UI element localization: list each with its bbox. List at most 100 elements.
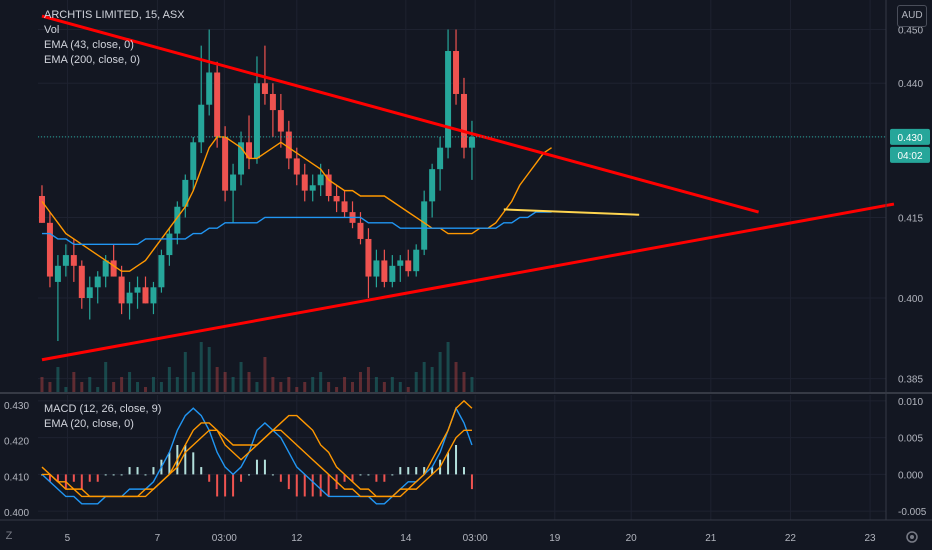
candle-body[interactable] <box>301 174 308 191</box>
candle-body[interactable] <box>126 292 133 304</box>
currency-button[interactable]: AUD <box>897 5 927 27</box>
timezone-icon[interactable]: Z <box>5 530 13 542</box>
volume-bar <box>191 372 195 392</box>
macd-histogram-bar <box>263 459 266 475</box>
ema-200-label[interactable]: EMA (200, close, 0) <box>44 54 140 66</box>
candle-body[interactable] <box>325 174 332 196</box>
volume-bar <box>351 382 355 392</box>
settings-icon[interactable] <box>905 530 919 544</box>
candle-body[interactable] <box>405 260 412 272</box>
macd-histogram-bar <box>423 467 426 475</box>
candle-body[interactable] <box>421 201 428 250</box>
price-tick-label: 0.440 <box>898 79 923 90</box>
candle-body[interactable] <box>182 179 189 207</box>
candle-body[interactable] <box>293 158 300 175</box>
candle-body[interactable] <box>460 93 467 148</box>
volume-bar <box>72 372 76 392</box>
candle-body[interactable] <box>253 83 260 159</box>
candle-body[interactable] <box>110 260 117 277</box>
candles[interactable] <box>38 29 475 341</box>
last-price-badge <box>890 128 930 145</box>
candle-body[interactable] <box>158 255 165 288</box>
candle-body[interactable] <box>429 169 436 202</box>
volume-bar <box>462 372 466 392</box>
candle-body[interactable] <box>222 136 229 191</box>
candle-body[interactable] <box>277 110 284 132</box>
candle-body[interactable] <box>78 265 85 299</box>
macd-histogram-bar <box>255 459 258 475</box>
candle-body[interactable] <box>381 260 388 282</box>
ema-43-label[interactable]: EMA (43, close, 0) <box>44 39 134 51</box>
candle-body[interactable] <box>445 51 452 148</box>
candle-body[interactable] <box>46 222 53 277</box>
candle-body[interactable] <box>70 255 77 266</box>
ema-line <box>41 211 552 246</box>
candle-body[interactable] <box>214 72 221 137</box>
macd-histogram-bar <box>144 474 147 476</box>
candle-body[interactable] <box>142 287 149 304</box>
candle-body[interactable] <box>198 104 205 143</box>
indicator-ema-label[interactable]: EMA (20, close, 0) <box>44 418 134 430</box>
candle-body[interactable] <box>437 147 444 170</box>
candle-body[interactable] <box>174 206 181 234</box>
macd-histogram-bar <box>319 474 322 497</box>
candle-body[interactable] <box>54 265 61 282</box>
candle-body[interactable] <box>389 265 396 282</box>
candle-body[interactable] <box>453 51 460 94</box>
candle-body[interactable] <box>206 72 213 105</box>
candle-body[interactable] <box>285 131 292 159</box>
macd-histogram-bar <box>48 474 51 482</box>
volume-bar <box>430 367 434 392</box>
volume-bar <box>406 387 410 392</box>
candle-body[interactable] <box>86 287 93 299</box>
trendlines[interactable] <box>38 14 895 362</box>
macd-histogram-bar <box>271 474 274 476</box>
candle-body[interactable] <box>190 142 197 180</box>
candle-body[interactable] <box>341 201 348 213</box>
candle-body[interactable] <box>150 287 157 304</box>
candle-body[interactable] <box>317 174 324 186</box>
volume-bar <box>366 367 370 392</box>
macd-histogram-bar <box>383 474 386 482</box>
candle-body[interactable] <box>269 93 276 111</box>
macd-histogram-bar <box>279 474 282 482</box>
macd-histogram-bar <box>240 474 243 482</box>
candle-body[interactable] <box>468 136 475 148</box>
candle-body[interactable] <box>118 276 125 304</box>
macd-tick-label: -0.005 <box>898 507 927 518</box>
candle-body[interactable] <box>333 196 340 202</box>
candle-body[interactable] <box>357 222 364 239</box>
vol-label[interactable]: Vol <box>44 24 60 36</box>
candle-body[interactable] <box>238 142 245 175</box>
candle-body[interactable] <box>166 233 173 256</box>
symbol-title[interactable]: ARCHTIS LIMITED, 15, ASX <box>44 9 185 21</box>
macd-histogram-bar <box>295 474 298 497</box>
trendline[interactable] <box>41 202 895 362</box>
indicator-legend: MACD (12, 26, close, 9) EMA (20, close, … <box>44 402 161 432</box>
candle-body[interactable] <box>102 260 109 277</box>
trendline[interactable] <box>503 208 640 216</box>
candle-body[interactable] <box>365 238 372 277</box>
candle-body[interactable] <box>261 83 268 94</box>
grid <box>38 0 886 520</box>
volume-bar <box>175 377 179 392</box>
macd-tick-label: 0.010 <box>898 397 923 408</box>
candle-body[interactable] <box>413 249 420 272</box>
candle-body[interactable] <box>134 287 141 293</box>
candle-body[interactable] <box>397 260 404 266</box>
macd-histogram-bar <box>208 474 211 482</box>
candle-body[interactable] <box>94 276 101 288</box>
macd-label[interactable]: MACD (12, 26, close, 9) <box>44 403 162 415</box>
volume-bar <box>446 342 450 392</box>
countdown-text: 04:02 <box>897 151 922 162</box>
candle-body[interactable] <box>246 142 253 159</box>
candle-body[interactable] <box>373 260 380 277</box>
candle-body[interactable] <box>230 174 237 191</box>
trendline[interactable] <box>41 14 759 214</box>
volume-bar <box>414 372 418 392</box>
volume-bar <box>48 382 52 392</box>
candle-body[interactable] <box>309 185 316 191</box>
candle-body[interactable] <box>38 196 45 223</box>
candle-body[interactable] <box>62 255 69 266</box>
